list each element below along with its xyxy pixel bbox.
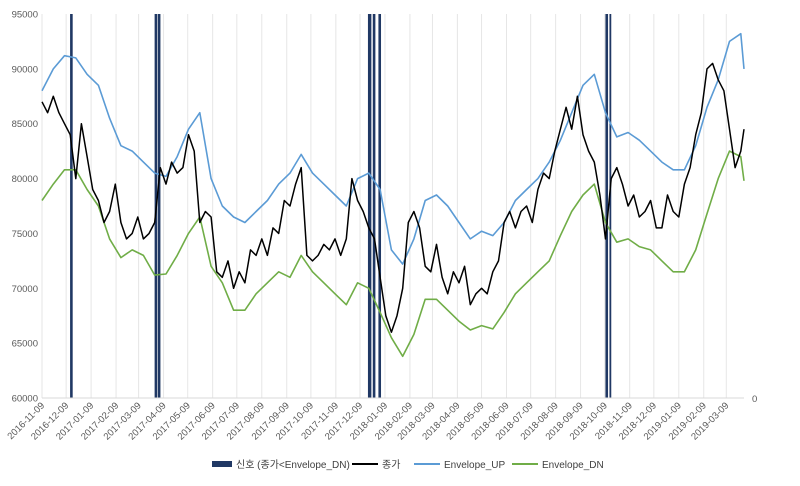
y-tick-label: 80000 xyxy=(12,174,38,185)
close-line xyxy=(41,62,745,333)
legend-item-upper: Envelope_UP xyxy=(414,460,505,471)
legend-item-signal: 신호 (종가<Envelope_DN) xyxy=(212,459,350,471)
signal-bar xyxy=(379,14,382,398)
envelope-dn-line xyxy=(41,150,745,358)
x-tick-labels: 2016-11-092016-12-092017-01-092017-02-09… xyxy=(5,400,731,442)
y-tick-label: 85000 xyxy=(12,119,38,130)
legend-item-lower: Envelope_DN xyxy=(512,460,604,471)
legend: 신호 (종가<Envelope_DN) 종가 Envelope_UP Envel… xyxy=(212,459,604,471)
signal-bar xyxy=(373,14,376,398)
legend-label-upper: Envelope_UP xyxy=(444,460,505,471)
signal-bar xyxy=(369,14,372,398)
series-lines xyxy=(41,32,745,358)
signal-bar xyxy=(609,14,612,398)
legend-label-close: 종가 xyxy=(382,459,400,471)
legend-swatch-signal xyxy=(212,461,232,467)
legend-item-close: 종가 xyxy=(352,459,400,471)
y-tick-label: 70000 xyxy=(12,284,38,295)
y-tick-label: 65000 xyxy=(12,339,38,350)
signal-bar xyxy=(158,14,161,398)
signal-bar xyxy=(70,14,73,398)
gridlines xyxy=(41,14,727,398)
y-tick-label: 90000 xyxy=(12,64,38,75)
y-tick-labels: 60000 65000 70000 75000 80000 85000 90000 95000… xyxy=(12,10,758,406)
signal-bars xyxy=(70,14,612,398)
y-tick-label: 75000 xyxy=(12,229,38,240)
legend-label-signal: 신호 (종가<Envelope_DN) xyxy=(236,459,350,471)
envelope-up-line xyxy=(41,32,745,265)
y2-tick-label: 0 xyxy=(752,394,757,405)
y-tick-label: 60000 xyxy=(12,394,38,405)
signal-bar xyxy=(606,14,609,398)
legend-label-lower: Envelope_DN xyxy=(542,460,604,471)
y-tick-label: 95000 xyxy=(12,10,38,21)
